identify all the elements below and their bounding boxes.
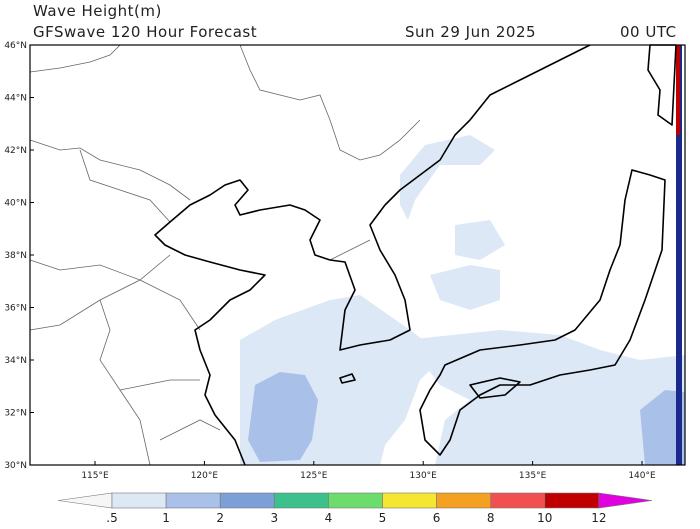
- lat-label: 38°N: [4, 251, 27, 261]
- colorbar-box: [328, 492, 383, 509]
- subtitle: GFSwave 120 Hour Forecast: [33, 23, 257, 41]
- lat-label: 44°N: [4, 94, 27, 104]
- lon-label: 120°E: [191, 471, 219, 481]
- title: Wave Height(m): [33, 2, 162, 20]
- edge-strip: [676, 45, 682, 465]
- colorbar-label: 8: [487, 511, 495, 525]
- colorbar-label: 6: [433, 511, 441, 525]
- colorbar-box: [544, 492, 600, 509]
- colorbar-label: .5: [106, 511, 117, 525]
- colorbar-label: 4: [325, 511, 333, 525]
- date: Sun 29 Jun 2025: [405, 23, 536, 41]
- wave-light: [455, 220, 505, 260]
- colorbar-label: 2: [216, 511, 224, 525]
- lat-label: 32°N: [4, 409, 27, 419]
- lat-label: 40°N: [4, 199, 27, 209]
- coastline: [419, 169, 666, 456]
- colorbar-box: [436, 492, 492, 509]
- lon-label: 135°E: [519, 471, 547, 481]
- map: [29, 44, 686, 466]
- coastline: [469, 377, 521, 399]
- colorbar-box: [382, 492, 437, 509]
- colorbar-box: [219, 492, 275, 509]
- wave-light: [430, 265, 500, 310]
- lon-label: 130°E: [410, 471, 438, 481]
- lon-label: 125°E: [300, 471, 328, 481]
- wave-mid: [248, 372, 318, 462]
- wave-light: [400, 135, 495, 220]
- border: [29, 44, 421, 466]
- colorbar-label: 1: [162, 511, 170, 525]
- colorbar-box: [165, 492, 221, 509]
- coastline: [339, 373, 356, 384]
- lat-label: 42°N: [4, 146, 27, 156]
- lat-label: 46°N: [4, 41, 27, 51]
- edge-strip: [676, 45, 680, 135]
- colorbar-label: 10: [537, 511, 552, 525]
- colorbar-label: 12: [591, 511, 606, 525]
- colorbar-label: 3: [270, 511, 278, 525]
- lat-label: 30°N: [4, 461, 27, 471]
- lon-label: 115°E: [81, 471, 109, 481]
- lat-label: 34°N: [4, 356, 27, 366]
- colorbar-box: [273, 492, 329, 509]
- lon-label: 140°E: [628, 471, 656, 481]
- colorbar-box: [111, 492, 167, 509]
- colorbar-arrow: [57, 492, 113, 509]
- wave-mid: [640, 390, 685, 465]
- colorbar-arrow: [598, 492, 653, 509]
- time: 00 UTC: [620, 23, 677, 41]
- coastline: [154, 44, 591, 466]
- colorbar-box: [490, 492, 546, 509]
- colorbar: .5 1 2 3 4 5 6 8 10 12: [57, 492, 653, 525]
- colorbar-label: 5: [379, 511, 387, 525]
- lat-label: 36°N: [4, 304, 27, 314]
